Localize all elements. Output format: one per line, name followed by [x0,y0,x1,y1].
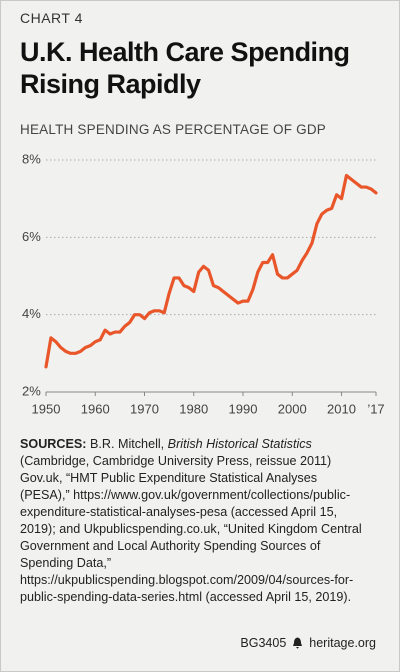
sources: SOURCES: B.R. Mitchell, British Historic… [20,436,370,606]
sources-text: (Cambridge, Cambridge University Press, … [20,454,362,604]
x-tick-label: 1960 [81,401,110,416]
x-tick-label: 1980 [179,401,208,416]
sources-book: British Historical Statistics [167,437,312,451]
x-tick-label: 1950 [32,401,61,416]
x-tick-label: 2000 [278,401,307,416]
y-tick-label: 4% [22,306,41,321]
chart-label: CHART 4 [20,10,83,26]
chart-subtitle: HEALTH SPENDING AS PERCENTAGE OF GDP [20,122,327,137]
footer-code: BG3405 [240,636,287,650]
y-tick-label: 6% [22,229,41,244]
x-tick-label: ’17 [367,401,384,416]
sources-author: B.R. Mitchell, [89,437,168,451]
chart-title: U.K. Health Care Spending Rising Rapidly [20,37,350,99]
y-tick-label: 8% [22,151,41,166]
x-tick-label: 1990 [229,401,258,416]
sources-label: SOURCES: [20,437,87,451]
x-tick-label: 2010 [327,401,356,416]
x-tick-label: 1970 [130,401,159,416]
bell-icon [293,637,303,649]
footer: BG3405 heritage.org [240,636,376,650]
chart: 2% 4% 6% 8% 1950 1960 1970 1980 1990 2000 2010 ’17 [22,151,385,416]
line-series [44,173,378,369]
footer-site: heritage.org [309,636,376,650]
y-tick-label: 2% [22,383,41,398]
